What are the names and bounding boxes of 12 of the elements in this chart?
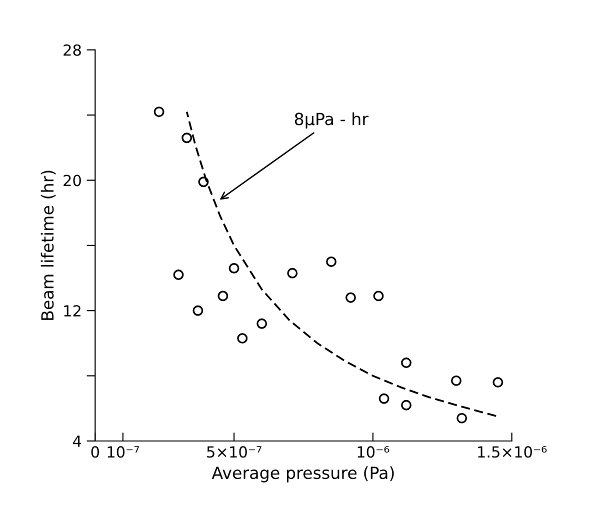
y-tick-label: 12 [64, 305, 80, 316]
y-tick-label: 20 [64, 174, 81, 186]
x-tick-label: 1.5×10⁻⁶ [478, 446, 547, 458]
y-tick-label: 28 [64, 44, 81, 56]
x-tick-label: 0 [91, 446, 99, 458]
x-tick-label: 5×10⁻⁷ [207, 446, 262, 458]
x-axis-title: Average pressure (Pa) [212, 466, 394, 482]
x-tick-label: 10⁻⁷ [108, 446, 140, 458]
annotation: 8μPa - hr [294, 112, 369, 129]
y-axis-title: Beam lifetime (hr) [40, 170, 56, 320]
x-tick-label: 10⁻⁶ [358, 446, 390, 458]
y-tick-label: 4 [72, 436, 82, 447]
